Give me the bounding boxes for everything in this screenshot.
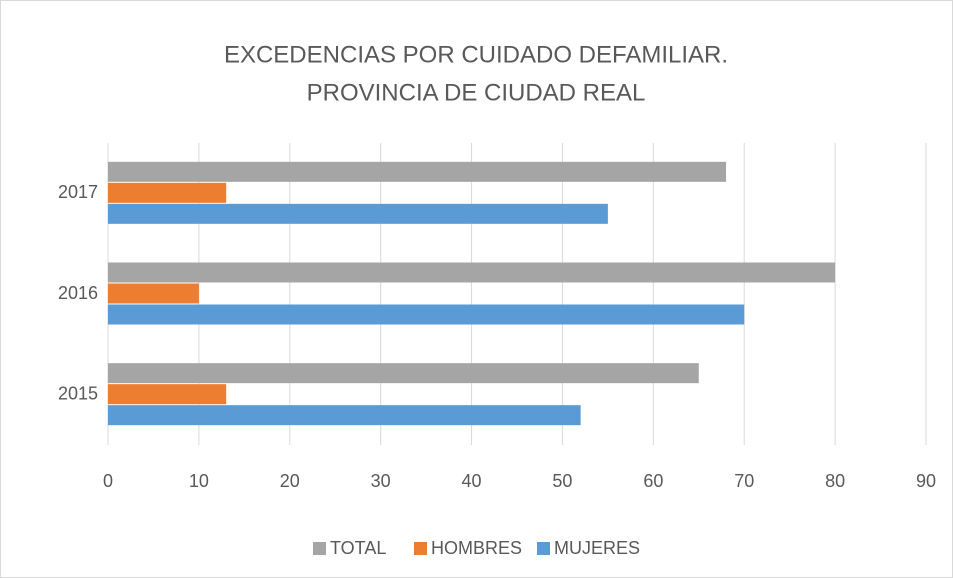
x-tick-label: 70 [734, 471, 754, 491]
x-tick-label: 80 [825, 471, 845, 491]
bar [108, 203, 608, 224]
legend-swatch [313, 542, 326, 555]
bar [108, 161, 727, 182]
legend-swatch [537, 542, 550, 555]
chart-title: EXCEDENCIAS POR CUIDADO DEFAMILIAR. [224, 41, 728, 68]
legend-swatch [414, 542, 427, 555]
x-tick-label: 40 [462, 471, 482, 491]
y-tick-label: 2017 [58, 182, 98, 202]
legend-label: HOMBRES [431, 538, 522, 558]
bar [108, 304, 745, 325]
bar [108, 405, 581, 426]
y-tick-label: 2015 [58, 383, 98, 403]
legend-label: TOTAL [330, 538, 386, 558]
bar [108, 363, 699, 384]
bar [108, 283, 199, 304]
bar [108, 262, 836, 283]
x-tick-label: 60 [643, 471, 663, 491]
x-tick-label: 90 [916, 471, 936, 491]
y-tick-label: 2016 [58, 283, 98, 303]
legend-label: MUJERES [554, 538, 640, 558]
chart-title: PROVINCIA DE CIUDAD REAL [307, 79, 646, 106]
bar [108, 384, 227, 405]
x-tick-label: 30 [371, 471, 391, 491]
x-tick-label: 20 [280, 471, 300, 491]
x-tick-label: 10 [189, 471, 209, 491]
x-tick-label: 0 [103, 471, 113, 491]
bar [108, 182, 227, 203]
x-tick-label: 50 [552, 471, 572, 491]
